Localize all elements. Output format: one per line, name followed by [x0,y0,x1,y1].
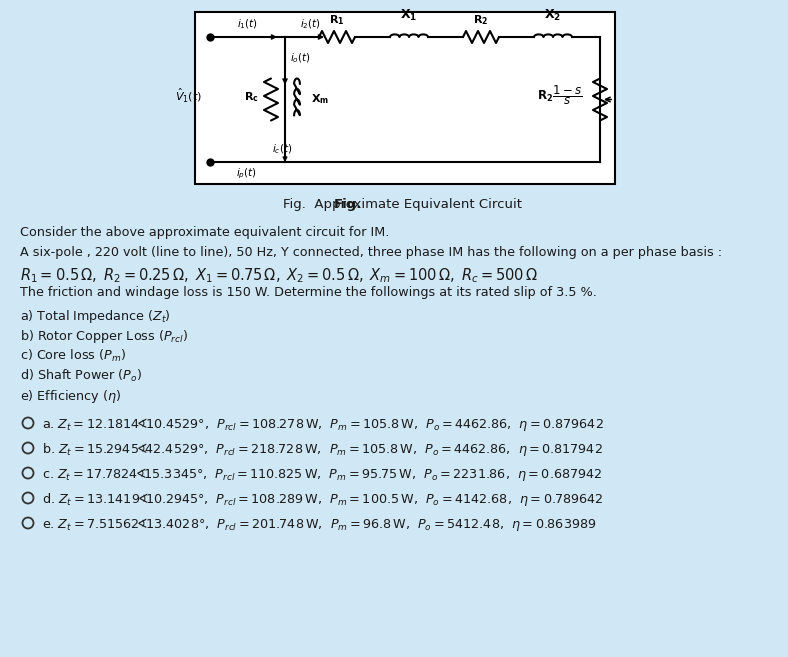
Text: The friction and windage loss is 150 W. Determine the followings at its rated sl: The friction and windage loss is 150 W. … [20,286,597,299]
Text: $i_1(t)$: $i_1(t)$ [237,17,258,31]
Text: A six-pole , 220 volt (line to line), 50 Hz, Y connected, three phase IM has the: A six-pole , 220 volt (line to line), 50… [20,246,722,259]
Text: Fig.  Approximate Equivalent Circuit: Fig. Approximate Equivalent Circuit [284,198,522,211]
Text: e. $Z_t = 7.51562 \!\sphericalangle\! 13.4028°$,  $P_{rcl} = 201.748\,$W,  $P_m : e. $Z_t = 7.51562 \!\sphericalangle\! 13… [42,516,597,533]
Text: $i_o(t)$: $i_o(t)$ [290,51,310,64]
Text: e) Efficiency ($\eta$): e) Efficiency ($\eta$) [20,388,121,405]
Text: a) Total Impedance ($Z_t$): a) Total Impedance ($Z_t$) [20,308,171,325]
Text: Fig.: Fig. [334,198,362,211]
Text: $\mathbf{X_1}$: $\mathbf{X_1}$ [400,8,418,23]
Text: c) Core loss ($P_m$): c) Core loss ($P_m$) [20,348,126,364]
Text: $\mathbf{X_2}$: $\mathbf{X_2}$ [545,8,562,23]
Text: $R_1 = 0.5\,\Omega,\; R_2 = 0.25\,\Omega,\; X_1 = 0.75\,\Omega,\; X_2 = 0.5\,\Om: $R_1 = 0.5\,\Omega,\; R_2 = 0.25\,\Omega… [20,266,538,284]
Text: Consider the above approximate equivalent circuit for IM.: Consider the above approximate equivalen… [20,226,389,239]
Text: d) Shaft Power ($P_o$): d) Shaft Power ($P_o$) [20,368,142,384]
Text: b) Rotor Copper Loss ($P_{rcl}$): b) Rotor Copper Loss ($P_{rcl}$) [20,328,188,345]
Text: $\mathbf{X_m}$: $\mathbf{X_m}$ [311,93,329,106]
Text: $i_p(t)$: $i_p(t)$ [236,167,258,181]
Text: $i_2(t)$: $i_2(t)$ [300,17,322,31]
Text: $i_c(t)$: $i_c(t)$ [272,143,292,156]
Text: $\mathbf{R_c}$: $\mathbf{R_c}$ [244,91,259,104]
Text: $\mathbf{R_1}$: $\mathbf{R_1}$ [329,13,345,27]
Text: $\mathbf{R_2}$: $\mathbf{R_2}$ [474,13,489,27]
Text: $\hat{V}_1(t)$: $\hat{V}_1(t)$ [175,87,202,104]
Bar [195,12,615,184]
Text: $\mathbf{R_2}\dfrac{1-s}{s}$: $\mathbf{R_2}\dfrac{1-s}{s}$ [537,83,582,107]
Text: d. $Z_t = 13.1419 \!\sphericalangle\! 10.2945°$,  $P_{rcl} = 108.289\,$W,  $P_m : d. $Z_t = 13.1419 \!\sphericalangle\! 10… [42,491,604,508]
Text: b. $Z_t = 15.2945 \!\sphericalangle\! 42.4529°$,  $P_{rcl} = 218.728\,$W,  $P_m : b. $Z_t = 15.2945 \!\sphericalangle\! 42… [42,441,603,458]
Text: c. $Z_t = 17.7824 \!\sphericalangle\! 15.3345°$,  $P_{rcl} = 110.825\,$W,  $P_m : c. $Z_t = 17.7824 \!\sphericalangle\! 15… [42,466,602,483]
Text: a. $Z_t = 12.1814 \!\sphericalangle\! 10.4529°$,  $P_{rcl} = 108.278\,$W,  $P_m : a. $Z_t = 12.1814 \!\sphericalangle\! 10… [42,416,604,433]
